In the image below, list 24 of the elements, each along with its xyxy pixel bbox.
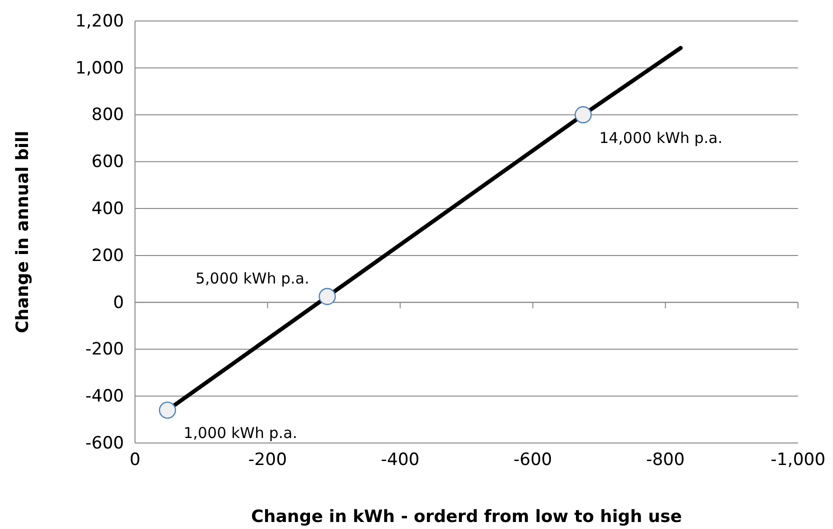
- point: [158, 402, 176, 419]
- y-tick-label: 800: [92, 105, 124, 126]
- y-axis-title: Change in annual bill: [13, 130, 33, 334]
- y-tick-label: 1,200: [75, 11, 124, 32]
- annotation: 1,000 kWh p.a.: [183, 424, 298, 442]
- y-tick-label: -400: [85, 386, 124, 407]
- y-tick-label: -600: [85, 433, 124, 454]
- y-tick-label: 400: [92, 198, 124, 219]
- annotation: 14,000 kWh p.a.: [599, 128, 722, 147]
- annotation: 5,000 kWh p.a.: [196, 269, 310, 288]
- x-axis-title: Change in kWh - orderd from low to high use: [251, 507, 682, 527]
- y-tick-label: 600: [92, 152, 124, 172]
- point: [574, 106, 592, 124]
- x-tick-label: -800: [646, 450, 685, 470]
- x-tick-label: -1,000: [770, 450, 826, 470]
- x-tick-label: -600: [514, 450, 552, 470]
- x-tick-label: -400: [380, 450, 420, 470]
- x-tick-label: 0: [130, 450, 140, 470]
- y-tick-label: 1,000: [75, 58, 124, 78]
- y-tick-label: 0: [113, 292, 124, 313]
- y-tick-label: 200: [92, 246, 124, 266]
- point: [318, 288, 336, 306]
- y-tick-label: -200: [85, 340, 124, 360]
- x-tick-label: -200: [248, 450, 287, 470]
